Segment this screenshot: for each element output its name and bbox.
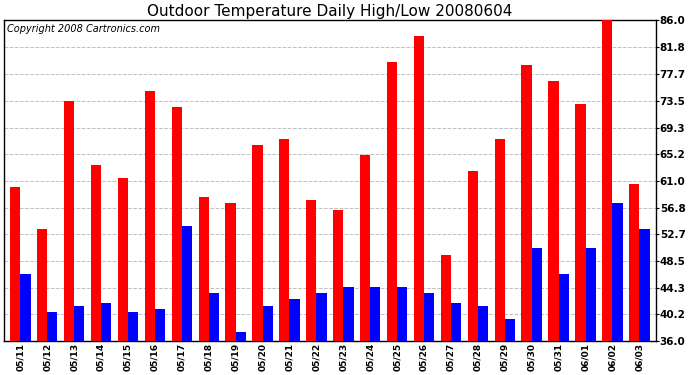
Bar bbox=[532, 248, 542, 341]
Bar bbox=[20, 274, 30, 341]
Bar bbox=[181, 226, 192, 341]
Bar bbox=[74, 306, 84, 341]
Bar bbox=[424, 293, 434, 341]
Title: Outdoor Temperature Daily High/Low 20080604: Outdoor Temperature Daily High/Low 20080… bbox=[147, 4, 513, 19]
Text: Copyright 2008 Cartronics.com: Copyright 2008 Cartronics.com bbox=[8, 24, 160, 33]
Bar bbox=[253, 146, 263, 341]
Bar bbox=[522, 65, 532, 341]
Bar bbox=[505, 319, 515, 341]
Bar bbox=[387, 62, 397, 341]
Bar bbox=[344, 286, 353, 341]
Bar bbox=[371, 286, 380, 341]
Bar bbox=[145, 91, 155, 341]
Bar bbox=[290, 300, 299, 341]
Bar bbox=[91, 165, 101, 341]
Bar bbox=[64, 100, 74, 341]
Bar bbox=[47, 312, 57, 341]
Bar bbox=[468, 171, 478, 341]
Bar bbox=[306, 200, 317, 341]
Bar bbox=[629, 184, 640, 341]
Bar bbox=[199, 197, 209, 341]
Bar bbox=[613, 203, 622, 341]
Bar bbox=[118, 177, 128, 341]
Bar bbox=[172, 107, 181, 341]
Bar bbox=[495, 139, 505, 341]
Bar bbox=[586, 248, 595, 341]
Bar bbox=[128, 312, 138, 341]
Bar bbox=[37, 229, 47, 341]
Bar bbox=[451, 303, 461, 341]
Bar bbox=[441, 255, 451, 341]
Bar bbox=[602, 20, 613, 341]
Bar bbox=[333, 210, 344, 341]
Bar bbox=[279, 139, 290, 341]
Bar bbox=[559, 274, 569, 341]
Bar bbox=[317, 293, 326, 341]
Bar bbox=[155, 309, 165, 341]
Bar bbox=[414, 36, 424, 341]
Bar bbox=[226, 203, 236, 341]
Bar bbox=[549, 81, 559, 341]
Bar bbox=[478, 306, 488, 341]
Bar bbox=[10, 187, 20, 341]
Bar bbox=[397, 286, 407, 341]
Bar bbox=[263, 306, 273, 341]
Bar bbox=[575, 104, 586, 341]
Bar bbox=[360, 155, 371, 341]
Bar bbox=[236, 332, 246, 341]
Bar bbox=[209, 293, 219, 341]
Bar bbox=[101, 303, 111, 341]
Bar bbox=[640, 229, 649, 341]
